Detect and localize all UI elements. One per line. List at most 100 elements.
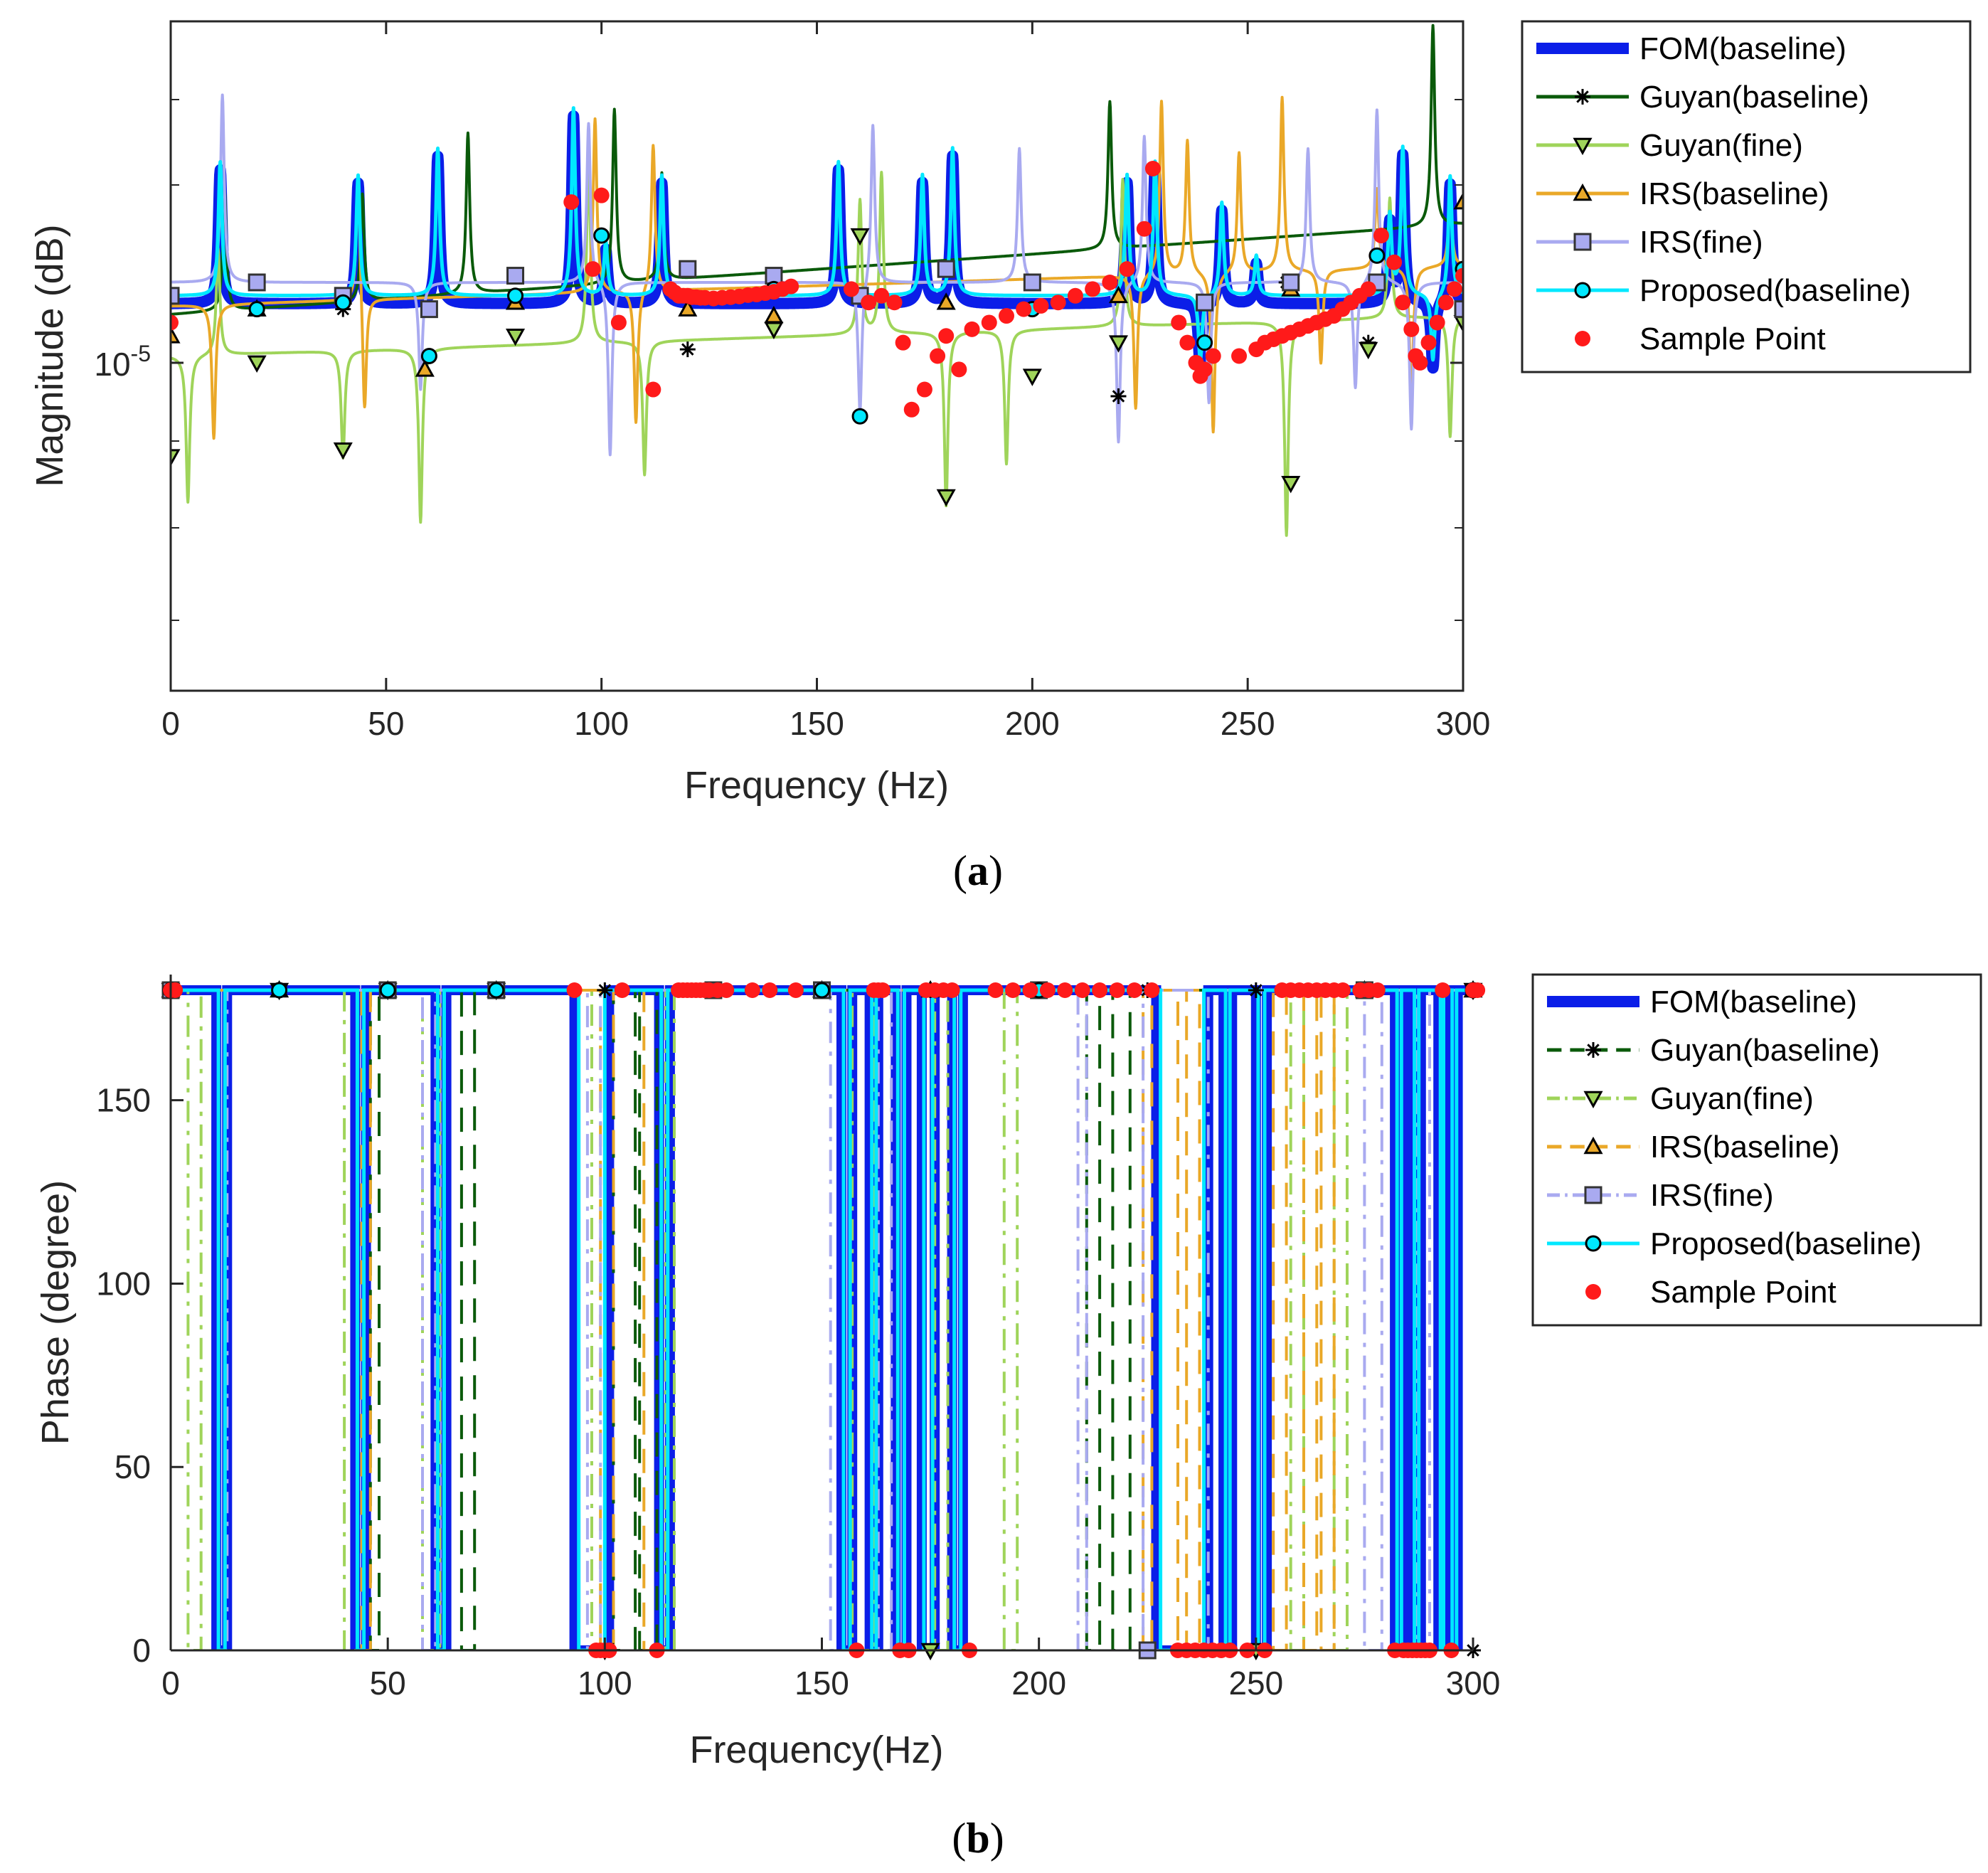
x-tick-label: 300 <box>1436 705 1491 742</box>
proposed-baseline-marker <box>593 227 610 244</box>
sample-point <box>1126 982 1142 998</box>
x-axis-title-b: Frequency(Hz) <box>689 1729 943 1771</box>
guyan-baseline-marker <box>679 341 696 358</box>
proposed-baseline-marker <box>334 294 351 311</box>
sample-point <box>1420 334 1437 351</box>
x-tick-label: 250 <box>1228 1665 1283 1702</box>
irs-fine-marker <box>1573 233 1592 251</box>
legend-box-b <box>1531 973 1982 1327</box>
sample-point <box>1057 982 1073 998</box>
irs-baseline-marker <box>1108 285 1129 304</box>
x-tick-label: 300 <box>1446 1665 1501 1702</box>
series-line-proposed-baseline <box>171 988 1473 1650</box>
x-tick-label: 250 <box>1221 705 1275 742</box>
legend-item-sample-point: Sample Point <box>1575 322 1826 356</box>
guyan-fine-marker <box>1359 341 1378 360</box>
sample-point <box>1373 228 1389 244</box>
irs-fine-marker <box>506 267 525 285</box>
sample-point <box>762 982 778 998</box>
guyan-baseline-marker <box>597 982 613 998</box>
sample-point <box>1231 348 1248 364</box>
irs-fine-marker <box>1282 273 1300 292</box>
irs-fine-marker <box>1454 300 1463 319</box>
legend-label: Guyan(baseline) <box>1650 1033 1880 1068</box>
irs-baseline-marker <box>764 305 784 324</box>
y-tick-label: 100 <box>96 1265 151 1302</box>
irs-fine-marker <box>1196 293 1214 312</box>
legend-label: IRS(baseline) <box>1650 1130 1840 1164</box>
legend-item-guyan-fine: Guyan(fine) <box>1536 128 1803 163</box>
proposed-baseline-marker <box>507 287 524 304</box>
sample-point <box>1136 221 1152 237</box>
series-line-proposed-baseline <box>171 106 1463 364</box>
legend-label: IRS(fine) <box>1639 225 1763 260</box>
sample-point <box>1196 361 1213 378</box>
sample-point <box>171 314 179 331</box>
proposed-baseline-marker <box>420 348 437 364</box>
sample-point <box>610 314 627 331</box>
y-tick-label: 150 <box>96 1082 151 1119</box>
irs-baseline-marker <box>171 326 181 344</box>
sample-point <box>1033 297 1049 314</box>
sample-point <box>843 281 859 297</box>
legend-item-irs-baseline: IRS(baseline) <box>1547 1130 1840 1164</box>
irs-fine-marker <box>937 260 955 278</box>
proposed-baseline-marker <box>851 408 868 425</box>
sample-point <box>1334 982 1351 998</box>
x-tick-label: 200 <box>1011 1665 1066 1702</box>
x-tick-label: 50 <box>368 705 404 742</box>
legend-label: IRS(baseline) <box>1639 176 1829 211</box>
legend-label: Proposed(baseline) <box>1639 273 1911 308</box>
x-tick-label: 200 <box>1005 705 1060 742</box>
guyan-fine-marker <box>1453 315 1463 333</box>
sample-point <box>981 314 997 331</box>
proposed-baseline-marker <box>271 982 288 999</box>
proposed-baseline-marker <box>1574 282 1591 299</box>
sample-point <box>585 261 601 277</box>
guyan-fine-marker <box>1573 137 1593 156</box>
x-tick-label: 0 <box>161 1665 180 1702</box>
irs-baseline-marker <box>1583 1136 1603 1155</box>
x-tick-label: 0 <box>161 705 180 742</box>
irs-baseline-marker <box>678 299 698 317</box>
x-tick-label: 50 <box>370 1665 406 1702</box>
x-ticks-b: 0 50 100 150 200 250 300 <box>161 1638 1500 1702</box>
sample-point <box>903 401 920 418</box>
legend-item-fom-baseline: FOM(baseline) <box>1547 985 1857 1019</box>
legend-box-a <box>1521 20 1972 373</box>
irs-fine-marker <box>248 273 266 292</box>
legend-item-irs-fine: IRS(fine) <box>1547 1178 1774 1213</box>
sample-point <box>987 982 1004 998</box>
plot-area-a <box>171 21 1463 691</box>
caption-a: (a) <box>953 847 1003 894</box>
guyan-baseline-marker <box>1110 388 1127 404</box>
sample-point <box>1039 982 1056 998</box>
sample-point <box>944 982 960 998</box>
sample-point <box>744 982 760 998</box>
proposed-baseline-marker <box>248 301 265 318</box>
x-tick-label: 100 <box>574 705 629 742</box>
sample-point <box>1005 982 1021 998</box>
sample-point <box>787 982 804 998</box>
sample-point <box>886 295 903 311</box>
legend-item-fom-baseline: FOM(baseline) <box>1536 31 1846 66</box>
irs-baseline-marker <box>1453 191 1463 210</box>
y-axis-title-a: Magnitude (dB) <box>28 224 71 487</box>
guyan-baseline-marker <box>1585 1042 1601 1058</box>
sample-point <box>951 361 967 378</box>
sample-point <box>1369 982 1386 998</box>
sample-point <box>1109 982 1125 998</box>
sample-point <box>1386 254 1403 270</box>
legend-b: FOM(baseline) Guyan(baseline) Guyan(fine) I… <box>1531 973 1982 1327</box>
legend-label: Guyan(baseline) <box>1639 80 1869 115</box>
y-tick-label: 0 <box>132 1632 151 1669</box>
panel-b: 0 50 100 150 200 250 300 0 50 100 150 Frequency(H… <box>34 973 1982 1862</box>
sample-point <box>1144 982 1160 998</box>
irs-fine-marker <box>1584 1186 1602 1204</box>
sample-point <box>1050 295 1066 311</box>
irs-fine-marker <box>679 260 697 278</box>
sample-point <box>645 381 661 398</box>
series-line-irs-fine <box>171 93 1463 457</box>
guyan-fine-marker <box>1022 368 1042 386</box>
proposed-baseline-marker <box>379 982 396 999</box>
